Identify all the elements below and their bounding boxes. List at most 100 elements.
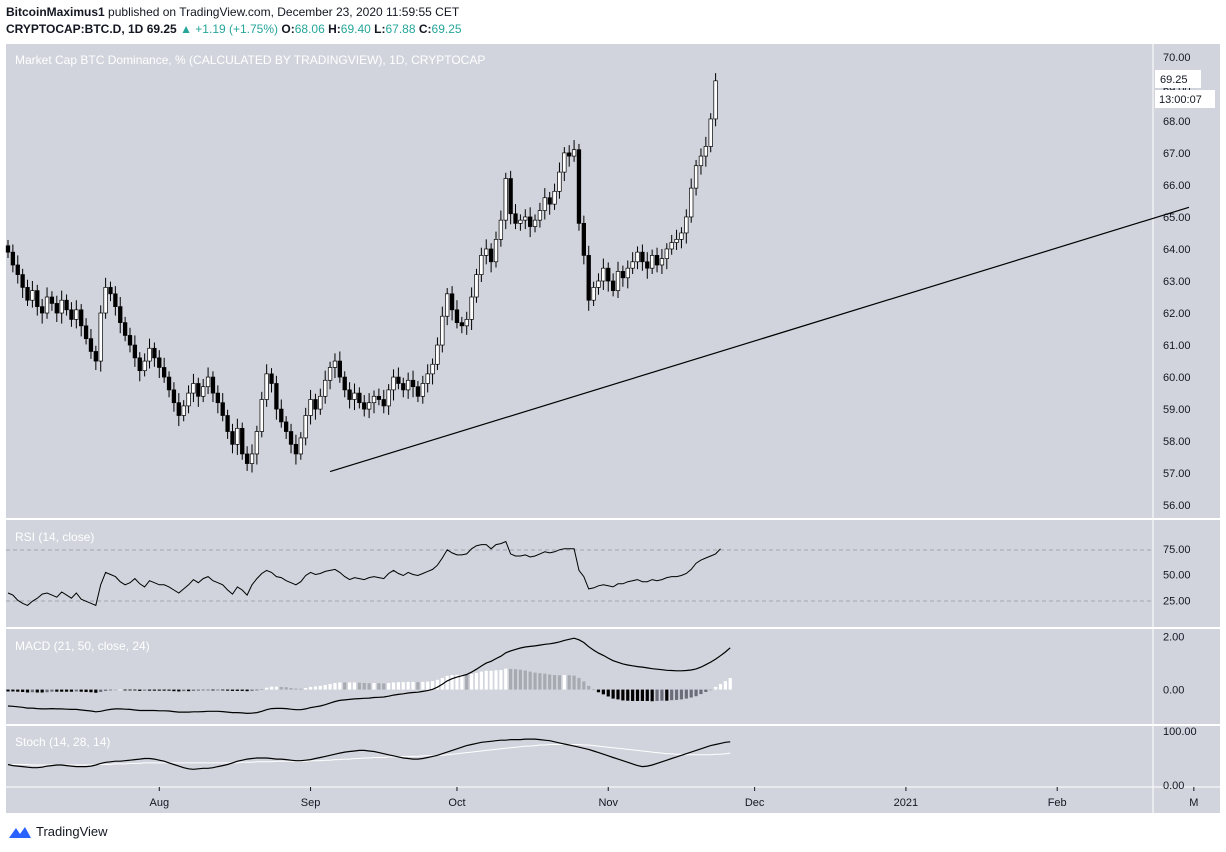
macd-histogram-bar xyxy=(16,689,20,692)
macd-histogram-bar xyxy=(191,689,196,691)
macd-histogram-bar xyxy=(723,681,727,690)
macd-histogram-bar xyxy=(494,670,498,690)
candle-body xyxy=(181,405,186,416)
macd-histogram-bar xyxy=(328,684,332,690)
candle-body xyxy=(25,287,30,301)
macd-histogram-bar xyxy=(182,689,186,692)
macd-histogram-bar xyxy=(11,689,15,692)
macd-histogram-bar xyxy=(157,689,161,691)
publish-info: BitcoinMaximus1 published on TradingView… xyxy=(6,5,459,19)
candle-body xyxy=(103,287,108,314)
candle-body xyxy=(137,357,142,372)
macd-histogram-bar xyxy=(460,674,464,690)
candle-body xyxy=(254,431,260,455)
candle-body xyxy=(147,347,152,362)
stoch-pane[interactable] xyxy=(6,726,1153,787)
candle-body xyxy=(69,309,74,320)
candle-body xyxy=(459,322,464,327)
macd-histogram-bar xyxy=(260,689,264,690)
price-tick-label: 61.00 xyxy=(1163,340,1191,352)
candle-body xyxy=(318,395,323,410)
macd-histogram-bar xyxy=(265,687,269,690)
macd-histogram-bar xyxy=(40,689,44,693)
candle-body xyxy=(650,255,655,269)
time-tick-label: Aug xyxy=(149,797,169,809)
macd-histogram-bar xyxy=(709,689,713,691)
macd-histogram-bar xyxy=(60,689,64,692)
candle-body xyxy=(679,232,684,240)
tradingview-logo-icon xyxy=(9,826,31,838)
candle-body xyxy=(308,399,313,416)
macd-histogram-bar xyxy=(255,689,259,691)
time-axis[interactable] xyxy=(6,787,1153,813)
symbol-label[interactable]: CRYPTOCAP:BTC.D, 1D xyxy=(6,22,144,36)
macd-histogram-bar xyxy=(64,689,69,692)
macd-histogram-bar xyxy=(430,681,435,690)
macd-histogram-bar xyxy=(333,682,337,690)
macd-pane[interactable] xyxy=(6,629,1153,724)
candle-body xyxy=(113,293,118,307)
stoch-k-line xyxy=(7,738,731,770)
time-tick-label: Oct xyxy=(448,797,465,809)
time-tick-label: Nov xyxy=(598,797,618,809)
macd-histogram-bar xyxy=(543,673,547,690)
candle-body xyxy=(606,267,611,282)
macd-histogram-bar xyxy=(391,682,396,690)
candle-body xyxy=(542,197,547,211)
footer-brand[interactable]: TradingView xyxy=(8,824,108,839)
time-tick-label: Dec xyxy=(745,797,765,809)
price-axis[interactable] xyxy=(1153,44,1220,813)
macd-histogram-bar xyxy=(74,689,78,692)
close-label: C: xyxy=(418,22,432,36)
time-tick-label: M xyxy=(1189,797,1198,809)
macd-histogram-bar xyxy=(587,685,591,690)
candle-body xyxy=(703,146,708,157)
macd-histogram-bar xyxy=(621,689,625,701)
macd-histogram-bar xyxy=(572,675,576,690)
candle-body xyxy=(323,379,328,397)
macd-histogram-bar xyxy=(235,689,239,691)
candle-body xyxy=(435,344,440,365)
macd-histogram-bar xyxy=(387,682,391,690)
macd-histogram-bar xyxy=(221,689,225,691)
candle-body xyxy=(654,255,660,266)
candle-body xyxy=(79,309,84,327)
time-tick-label: 2021 xyxy=(894,797,918,809)
macd-histogram-bar xyxy=(216,689,220,691)
macd-histogram-bar xyxy=(30,689,34,693)
macd-histogram-bar xyxy=(548,674,552,690)
candle-body xyxy=(332,360,338,368)
symbol-info: CRYPTOCAP:BTC.D, 1D 69.25 ▲ +1.19 (+1.75… xyxy=(6,22,462,36)
macd-histogram-bar xyxy=(299,688,303,690)
candle-body xyxy=(689,187,694,218)
footer-brand-text: TradingView xyxy=(36,824,108,839)
candle-body xyxy=(464,319,469,327)
price-tick-label: 57.00 xyxy=(1163,468,1191,480)
rsi-pane[interactable] xyxy=(6,520,1153,627)
macd-histogram-bar xyxy=(226,689,230,691)
published-text: published on TradingView.com, December 2… xyxy=(108,5,460,19)
macd-histogram-bar xyxy=(143,689,147,691)
main-pane[interactable] xyxy=(6,44,1153,518)
macd-histogram-bar xyxy=(714,686,718,690)
macd-histogram-bar xyxy=(304,688,308,690)
candle-body xyxy=(152,347,157,359)
candle-body xyxy=(586,255,591,301)
candle-body xyxy=(293,443,299,455)
candle-body xyxy=(298,437,303,455)
macd-histogram-bar xyxy=(679,689,684,700)
price-tick-label: 65.00 xyxy=(1163,212,1191,224)
macd-histogram-bar xyxy=(377,683,381,690)
author-name[interactable]: BitcoinMaximus1 xyxy=(6,5,105,19)
macd-histogram-bar xyxy=(89,689,93,693)
candle-body xyxy=(352,392,357,400)
macd-histogram-bar xyxy=(186,689,191,692)
candle-body xyxy=(479,255,484,275)
candle-body xyxy=(513,213,518,224)
macd-histogram-bar xyxy=(269,686,274,690)
macd-histogram-bar xyxy=(655,689,659,701)
macd-histogram-bar xyxy=(474,672,479,690)
macd-histogram-bar xyxy=(55,689,59,692)
price-tick-label: 68.00 xyxy=(1163,116,1191,128)
